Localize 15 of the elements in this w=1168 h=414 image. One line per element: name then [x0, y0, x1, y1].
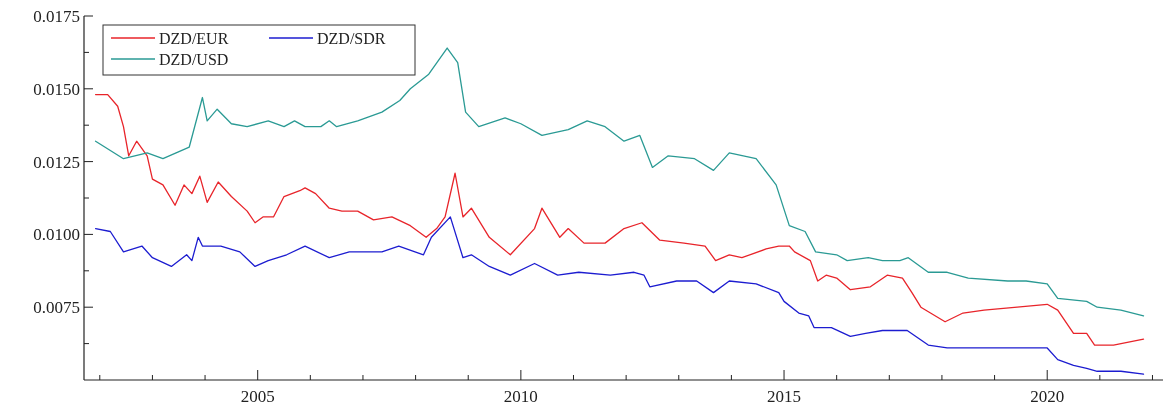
x-tick-label: 2020 [1030, 387, 1065, 406]
line-series [94, 216, 1145, 375]
y-tick-label: 0.0100 [33, 225, 80, 245]
legend-label: DZD/SDR [317, 30, 386, 47]
x-tick-label: 2015 [767, 387, 802, 406]
x-tick-label: 2005 [240, 387, 275, 406]
y-tick-label: 0.0125 [33, 152, 80, 172]
legend-label: DZD/USD [159, 51, 229, 68]
y-tick-label: 0.0175 [33, 6, 80, 26]
y-tick-label: 0.0150 [33, 79, 80, 99]
line-series [94, 47, 1145, 317]
x-tick-label: 2010 [503, 387, 538, 406]
y-tick-label: 0.0075 [33, 298, 80, 318]
legend-label: DZD/EUR [159, 30, 229, 47]
line-series [94, 93, 1145, 346]
